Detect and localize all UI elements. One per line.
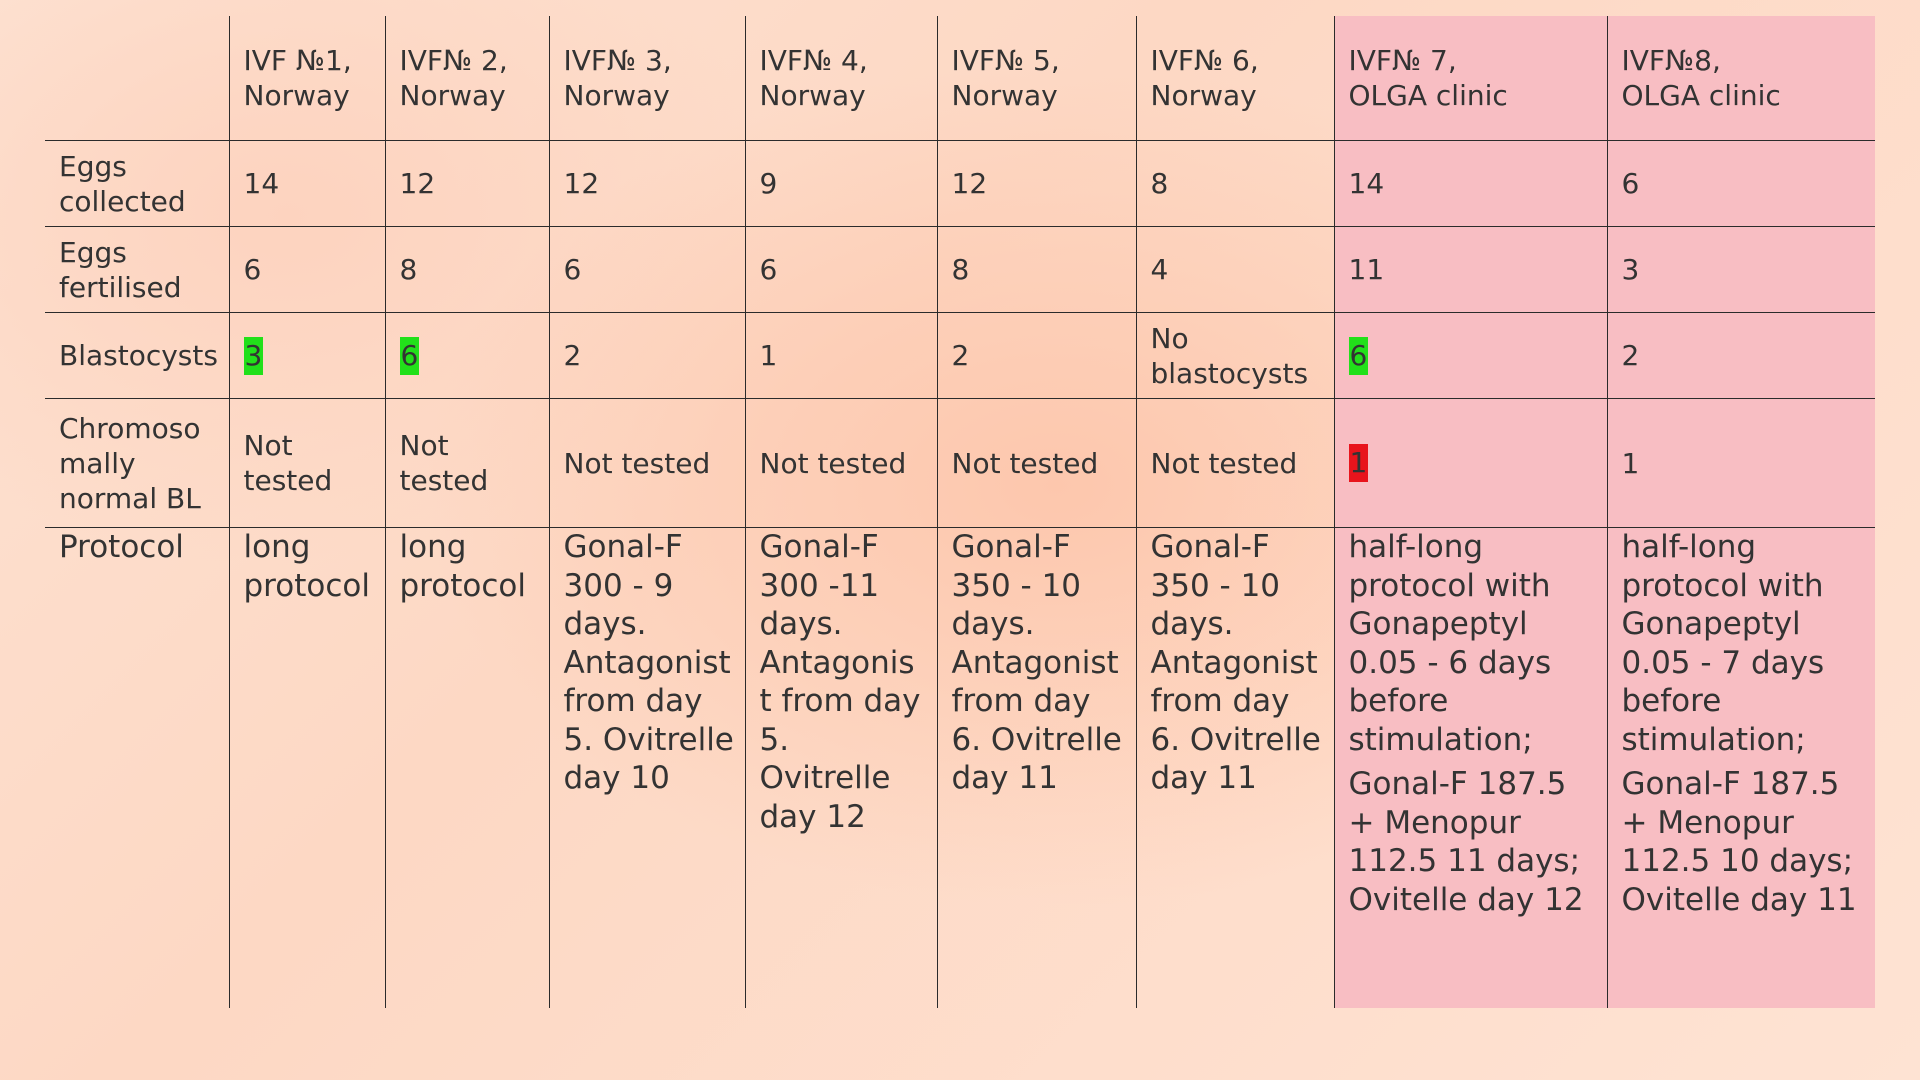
column-header-ivf-4: IVF№ 4, Norway (744, 16, 937, 141)
ivf-comparison-table: IVF №1, Norway IVF№ 2, Norway IVF№ 3, No… (45, 16, 1875, 1008)
table-cell: 2 (936, 312, 1136, 399)
table-cell: 6 (548, 226, 745, 313)
row-label: Protocol (45, 527, 229, 1008)
column-header-ivf-1: IVF №1, Norway (228, 16, 385, 141)
protocol-text: Gonal-F 300 - 9 days. Antagonist from da… (563, 529, 734, 796)
protocol-text: half-long protocol with Gonapeptyl 0.05 … (1348, 529, 1552, 758)
protocol-text: long protocol (399, 529, 526, 604)
table-cell: Gonal-F 300 -11 days. Antagonist from da… (744, 527, 937, 1008)
table-cell: 6 (1333, 312, 1607, 399)
highlighted-value: 3 (243, 336, 264, 375)
table-cell: 3 (1606, 226, 1875, 313)
table-cell: 4 (1135, 226, 1334, 313)
table-cell: 6 (384, 312, 549, 399)
table-cell: half-long protocol with Gonapeptyl 0.05 … (1333, 527, 1607, 1008)
column-header-line2: OLGA clinic (1348, 79, 1508, 112)
table-cell: Not tested (1135, 398, 1334, 528)
table-cell: 9 (744, 140, 937, 227)
highlighted-value: 1 (1348, 444, 1369, 482)
table-cell: Not tested (548, 398, 745, 528)
column-header-line1: IVF№ 5, (951, 44, 1060, 77)
column-header-line2: Norway (563, 79, 670, 112)
table-cell: No blastocysts (1135, 312, 1334, 399)
table-cell: 1 (1333, 398, 1607, 528)
table-cell: Gonal-F 350 - 10 days. Antagonist from d… (936, 527, 1136, 1008)
table-cell: 8 (936, 226, 1136, 313)
column-header-line1: IVF№ 3, (563, 44, 672, 77)
table-cell: Gonal-F 300 - 9 days. Antagonist from da… (548, 527, 745, 1008)
table-cell: 6 (744, 226, 937, 313)
protocol-text: Gonal-F 300 -11 days. Antagonist from da… (759, 529, 921, 835)
column-header-ivf-6: IVF№ 6, Norway (1135, 16, 1334, 141)
column-header-line2: Norway (243, 79, 350, 112)
column-header-ivf-5: IVF№ 5, Norway (936, 16, 1136, 141)
highlighted-value: 6 (1348, 336, 1369, 375)
column-header-ivf-8: IVF№8, OLGA clinic (1606, 16, 1875, 141)
column-header-line1: IVF№ 4, (759, 44, 868, 77)
table-cell: 6 (228, 226, 385, 313)
row-chromosomally-normal: Chromoso mally normal BL Not tested Not … (45, 398, 1875, 528)
table-cell: 11 (1333, 226, 1607, 313)
table-cell: 14 (1333, 140, 1607, 227)
highlighted-value: 6 (399, 336, 420, 375)
protocol-text: half-long protocol with Gonapeptyl 0.05 … (1621, 529, 1825, 758)
column-header-line2: Norway (759, 79, 866, 112)
table-cell: 8 (384, 226, 549, 313)
column-header-ivf-3: IVF№ 3, Norway (548, 16, 745, 141)
table-cell: 12 (384, 140, 549, 227)
column-header-line1: IVF№ 7, (1348, 44, 1457, 77)
protocol-text: Gonal-F 187.5 + Menopur 112.5 11 days; O… (1348, 766, 1584, 918)
table-cell: 12 (548, 140, 745, 227)
row-label: Chromoso mally normal BL (45, 398, 229, 528)
table-cell: long protocol (384, 527, 549, 1008)
row-eggs-fertilised: Eggs fertilised 6 8 6 6 8 4 11 3 (45, 226, 1875, 313)
corner-cell (45, 16, 229, 141)
table-cell: 2 (1606, 312, 1875, 399)
table-cell: long protocol (228, 527, 385, 1008)
row-label: Eggs collected (45, 140, 229, 227)
table-cell: 14 (228, 140, 385, 227)
table-cell: 2 (548, 312, 745, 399)
table-cell: half-long protocol with Gonapeptyl 0.05 … (1606, 527, 1875, 1008)
row-label: Blastocysts (45, 312, 229, 399)
row-protocol: Protocol long protocol long protocol Gon… (45, 527, 1875, 1008)
column-header-line1: IVF№ 6, (1150, 44, 1259, 77)
column-header-line1: IVF№8, (1621, 44, 1721, 77)
table-cell: 1 (1606, 398, 1875, 528)
row-eggs-collected: Eggs collected 14 12 12 9 12 8 14 6 (45, 140, 1875, 227)
table-cell: 8 (1135, 140, 1334, 227)
column-header-line1: IVF №1, (243, 44, 352, 77)
protocol-text: long protocol (243, 529, 370, 604)
table-cell: 1 (744, 312, 937, 399)
protocol-text: Gonal-F 187.5 + Menopur 112.5 10 days; O… (1621, 766, 1857, 918)
row-blastocysts: Blastocysts 3 6 2 1 2 No blastocysts 6 2 (45, 312, 1875, 399)
table-cell: 3 (228, 312, 385, 399)
table-cell: Not tested (384, 398, 549, 528)
column-header-line2: Norway (399, 79, 506, 112)
table-cell: Not tested (744, 398, 937, 528)
table-cell: 12 (936, 140, 1136, 227)
column-header-line2: OLGA clinic (1621, 79, 1781, 112)
protocol-text: Gonal-F 350 - 10 days. Antagonist from d… (1150, 529, 1321, 796)
protocol-text: Gonal-F 350 - 10 days. Antagonist from d… (951, 529, 1122, 796)
table-cell: Not tested (936, 398, 1136, 528)
table-cell: 6 (1606, 140, 1875, 227)
table-cell: Gonal-F 350 - 10 days. Antagonist from d… (1135, 527, 1334, 1008)
header-row: IVF №1, Norway IVF№ 2, Norway IVF№ 3, No… (45, 16, 1875, 141)
column-header-ivf-2: IVF№ 2, Norway (384, 16, 549, 141)
column-header-ivf-7: IVF№ 7, OLGA clinic (1333, 16, 1607, 141)
column-header-line2: Norway (1150, 79, 1257, 112)
column-header-line2: Norway (951, 79, 1058, 112)
table-cell: Not tested (228, 398, 385, 528)
row-label: Eggs fertilised (45, 226, 229, 313)
column-header-line1: IVF№ 2, (399, 44, 508, 77)
